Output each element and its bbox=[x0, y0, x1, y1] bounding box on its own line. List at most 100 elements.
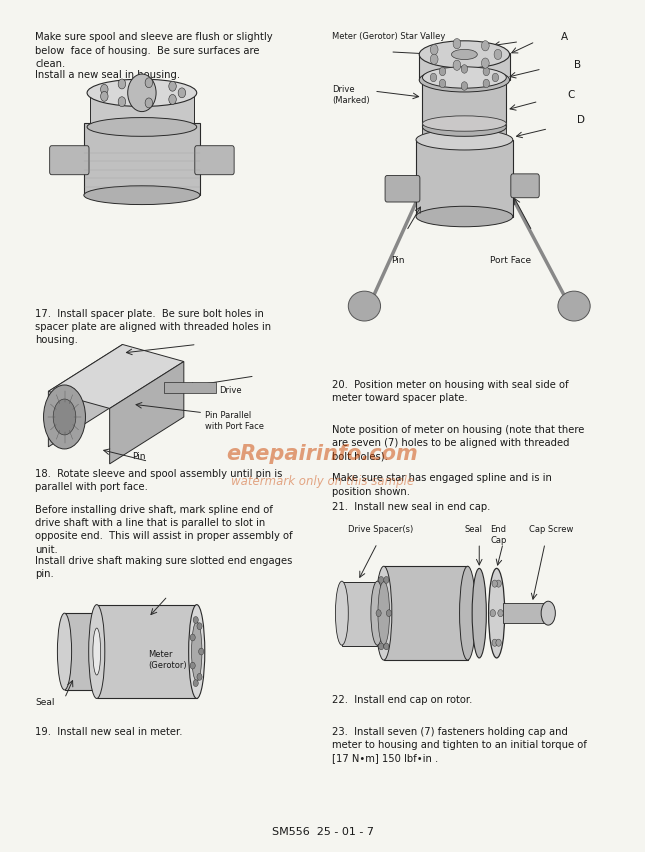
Circle shape bbox=[481, 59, 489, 69]
FancyBboxPatch shape bbox=[422, 78, 506, 128]
Text: Seal: Seal bbox=[464, 524, 482, 533]
Circle shape bbox=[169, 82, 176, 92]
Polygon shape bbox=[48, 345, 184, 409]
FancyBboxPatch shape bbox=[503, 603, 548, 624]
Circle shape bbox=[118, 80, 126, 89]
Ellipse shape bbox=[419, 69, 510, 93]
Circle shape bbox=[496, 580, 501, 588]
Ellipse shape bbox=[422, 117, 506, 132]
Ellipse shape bbox=[472, 569, 486, 658]
Text: Meter
(Gerotor): Meter (Gerotor) bbox=[148, 649, 187, 670]
Ellipse shape bbox=[188, 605, 205, 699]
FancyBboxPatch shape bbox=[64, 613, 97, 690]
Circle shape bbox=[169, 95, 176, 106]
Circle shape bbox=[483, 68, 490, 77]
Ellipse shape bbox=[416, 207, 513, 227]
Circle shape bbox=[490, 610, 495, 617]
Ellipse shape bbox=[348, 292, 381, 322]
Ellipse shape bbox=[419, 42, 510, 69]
FancyBboxPatch shape bbox=[97, 605, 197, 699]
Circle shape bbox=[128, 75, 156, 112]
Circle shape bbox=[498, 610, 503, 617]
Bar bbox=[164, 383, 216, 394]
Circle shape bbox=[178, 89, 186, 99]
Ellipse shape bbox=[375, 567, 392, 660]
Circle shape bbox=[190, 662, 195, 669]
FancyBboxPatch shape bbox=[90, 91, 194, 128]
FancyBboxPatch shape bbox=[385, 176, 420, 203]
Circle shape bbox=[384, 643, 389, 650]
Circle shape bbox=[492, 580, 497, 588]
Text: Drive
(Marked): Drive (Marked) bbox=[332, 85, 370, 106]
Circle shape bbox=[193, 617, 198, 624]
Ellipse shape bbox=[451, 50, 477, 60]
Circle shape bbox=[492, 74, 499, 83]
Text: 23.  Install seven (7) fasteners holding cap and
meter to housing and tighten to: 23. Install seven (7) fasteners holding … bbox=[332, 726, 587, 763]
Ellipse shape bbox=[89, 605, 104, 699]
FancyBboxPatch shape bbox=[422, 124, 506, 143]
Text: 17.  Install spacer plate.  Be sure bolt holes in
spacer plate are aligned with : 17. Install spacer plate. Be sure bolt h… bbox=[35, 308, 272, 345]
Ellipse shape bbox=[371, 581, 384, 646]
Circle shape bbox=[379, 643, 384, 650]
Circle shape bbox=[492, 639, 497, 647]
Text: eRepairinfo.com: eRepairinfo.com bbox=[226, 443, 419, 463]
Text: Note position of meter on housing (note that there
are seven (7) holes to be ali: Note position of meter on housing (note … bbox=[332, 424, 584, 461]
Text: Drive: Drive bbox=[219, 385, 242, 394]
Circle shape bbox=[384, 577, 389, 584]
Ellipse shape bbox=[87, 80, 197, 107]
Text: Drive Spacer(s): Drive Spacer(s) bbox=[348, 524, 413, 533]
Text: A: A bbox=[561, 32, 568, 43]
Circle shape bbox=[379, 577, 384, 584]
Circle shape bbox=[439, 80, 446, 89]
Text: Pin: Pin bbox=[392, 256, 405, 265]
Text: watermark only on this sample: watermark only on this sample bbox=[231, 475, 414, 488]
Circle shape bbox=[145, 78, 153, 89]
Text: C: C bbox=[568, 89, 575, 100]
Text: Meter (Gerotor) Star Valley: Meter (Gerotor) Star Valley bbox=[332, 32, 446, 42]
FancyBboxPatch shape bbox=[384, 567, 468, 660]
Polygon shape bbox=[110, 362, 184, 464]
Ellipse shape bbox=[335, 581, 348, 646]
Circle shape bbox=[190, 635, 195, 642]
Text: Pin: Pin bbox=[132, 452, 146, 461]
Ellipse shape bbox=[558, 292, 590, 322]
FancyBboxPatch shape bbox=[84, 124, 200, 196]
Circle shape bbox=[197, 674, 202, 681]
Text: Pin Parallel
with Port Face: Pin Parallel with Port Face bbox=[205, 411, 264, 431]
Text: D: D bbox=[577, 115, 585, 125]
Ellipse shape bbox=[90, 613, 104, 690]
Circle shape bbox=[101, 85, 108, 95]
Circle shape bbox=[430, 45, 438, 55]
Text: Make sure star has engaged spline and is in
position shown.: Make sure star has engaged spline and is… bbox=[332, 473, 552, 496]
Text: Port Face: Port Face bbox=[132, 377, 171, 386]
FancyBboxPatch shape bbox=[50, 147, 89, 176]
Circle shape bbox=[494, 50, 502, 60]
Circle shape bbox=[430, 74, 437, 83]
Circle shape bbox=[481, 42, 489, 52]
Text: Before installing drive shaft, mark spline end of
drive shaft with a line that i: Before installing drive shaft, mark spli… bbox=[35, 504, 293, 554]
Ellipse shape bbox=[378, 581, 390, 646]
Ellipse shape bbox=[84, 187, 200, 205]
Text: Seal: Seal bbox=[35, 697, 55, 706]
FancyBboxPatch shape bbox=[342, 582, 377, 646]
Text: 22.  Install end cap on rotor.: 22. Install end cap on rotor. bbox=[332, 694, 473, 705]
Ellipse shape bbox=[57, 613, 72, 690]
FancyBboxPatch shape bbox=[419, 54, 510, 81]
Text: Port Face: Port Face bbox=[490, 256, 531, 265]
Text: Install drive shaft making sure slotted end engages
pin.: Install drive shaft making sure slotted … bbox=[35, 556, 293, 579]
Text: 21.  Install new seal in end cap.: 21. Install new seal in end cap. bbox=[332, 501, 491, 511]
Circle shape bbox=[461, 83, 468, 91]
Text: 18.  Rotate sleeve and spool assembly until pin is
parallel with port face.: 18. Rotate sleeve and spool assembly unt… bbox=[35, 469, 283, 492]
Ellipse shape bbox=[192, 622, 202, 682]
FancyBboxPatch shape bbox=[511, 175, 539, 199]
Circle shape bbox=[483, 80, 490, 89]
Ellipse shape bbox=[541, 602, 555, 625]
Ellipse shape bbox=[87, 118, 197, 137]
Circle shape bbox=[101, 92, 108, 102]
Circle shape bbox=[197, 623, 202, 630]
Ellipse shape bbox=[422, 118, 506, 137]
Text: Install a new seal in housing.: Install a new seal in housing. bbox=[35, 70, 181, 80]
Circle shape bbox=[145, 99, 153, 109]
Circle shape bbox=[386, 610, 392, 617]
Circle shape bbox=[193, 680, 198, 687]
